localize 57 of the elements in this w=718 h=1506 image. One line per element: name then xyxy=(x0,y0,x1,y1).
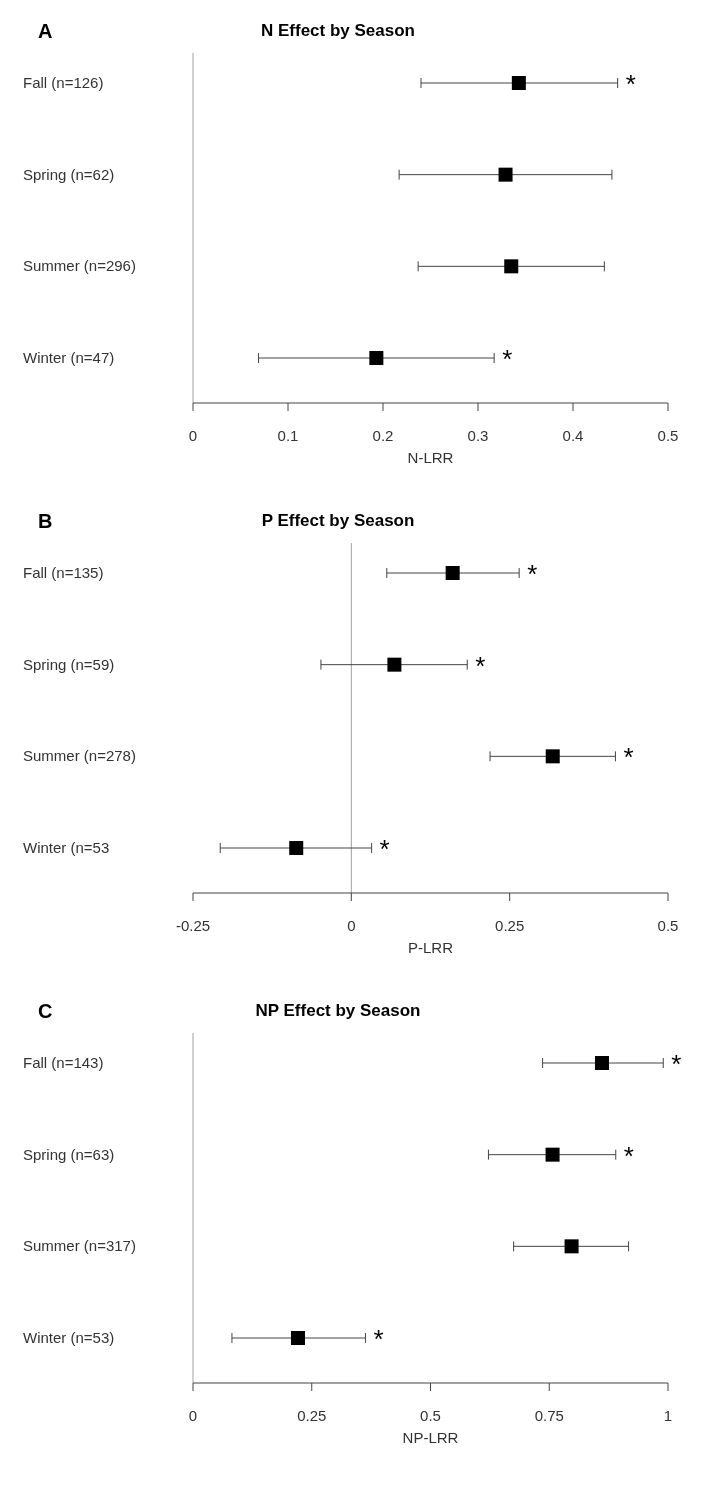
x-tick-label: 0 xyxy=(188,1407,198,1424)
annotation: * xyxy=(502,344,513,374)
text: B xyxy=(38,510,53,532)
x-tick-label: -0.25 xyxy=(175,917,211,934)
x-tick-label: 1 xyxy=(663,1407,673,1424)
y-tick-label: Winter (n=53) xyxy=(23,1329,115,1346)
annotation: * xyxy=(623,1140,634,1171)
x-tick-label: 0.25 xyxy=(297,1407,327,1424)
y-tick-label: Spring (n=63) xyxy=(23,1145,115,1163)
y-tick-label: Fall (n=143) xyxy=(23,1054,104,1071)
point xyxy=(564,1239,579,1254)
x-tick-label: 0.2 xyxy=(372,427,394,444)
annotation: * xyxy=(379,834,390,864)
y-tick-label: Summer (n=317) xyxy=(23,1237,136,1255)
y-tick-label: Fall (n=135) xyxy=(23,564,104,581)
annotation: * xyxy=(625,69,636,99)
x-axis-title: NP-LRR xyxy=(402,1429,459,1446)
x-tick-label: 0.5 xyxy=(657,427,679,444)
y-tick-label: Fall (n=126) xyxy=(23,74,104,91)
point xyxy=(369,351,384,365)
y-tick-label: Spring (n=59) xyxy=(23,655,115,673)
x-tick-label: 0 xyxy=(188,427,198,444)
x-tick-label: 0 xyxy=(347,917,356,934)
text: C xyxy=(38,1000,53,1022)
point xyxy=(511,76,526,90)
annotation: * xyxy=(623,742,634,773)
x-tick-label: 0.5 xyxy=(657,917,679,934)
y-tick-label: Spring (n=62) xyxy=(23,165,115,183)
point xyxy=(289,841,304,855)
y-tick-label: Winter (n=53 xyxy=(23,839,110,856)
chart-title: NP Effect by Season xyxy=(255,1001,421,1020)
point xyxy=(545,749,560,764)
point xyxy=(594,1056,609,1070)
y-tick-label: Summer (n=278) xyxy=(23,747,136,765)
point xyxy=(545,1147,560,1162)
text: A xyxy=(38,20,53,42)
y-tick-label: Winter (n=47) xyxy=(23,349,115,366)
x-tick-label: 0.25 xyxy=(495,917,525,934)
point xyxy=(290,1331,305,1345)
x-axis-title: P-LRR xyxy=(407,939,454,956)
annotation: * xyxy=(373,1324,384,1354)
x-axis-title: N-LRR xyxy=(407,449,454,466)
chart-title: N Effect by Season xyxy=(261,21,415,40)
point xyxy=(504,259,519,274)
annotation: * xyxy=(527,559,538,589)
annotation: * xyxy=(671,1049,682,1079)
x-tick-label: 0.1 xyxy=(277,427,299,444)
y-tick-label: Summer (n=296) xyxy=(23,257,136,275)
x-tick-label: 0.3 xyxy=(467,427,489,444)
annotation: * xyxy=(475,650,486,681)
x-tick-label: 0.75 xyxy=(534,1407,564,1424)
point xyxy=(445,566,460,580)
point xyxy=(387,657,402,672)
point xyxy=(498,167,513,182)
chart-title: P Effect by Season xyxy=(261,511,415,530)
x-tick-label: 0.5 xyxy=(420,1407,441,1424)
x-tick-label: 0.4 xyxy=(562,427,584,444)
